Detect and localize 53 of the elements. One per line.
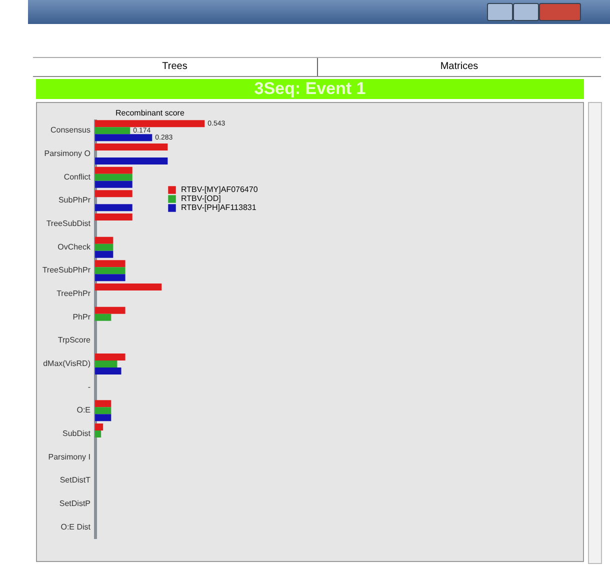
bar [95, 127, 130, 134]
bar [95, 354, 126, 360]
bar [95, 306, 126, 314]
bar [95, 314, 112, 321]
y-tick-label: O:E Dist [60, 522, 92, 532]
y-tick-label: SubDist [62, 429, 92, 438]
y-tick-label: dMax(VisRD) [43, 359, 91, 368]
y-tick-label: TreePhPr [56, 289, 91, 298]
bar [95, 204, 132, 212]
y-tick-label: Parsimony I [48, 452, 90, 462]
legend-label: RTBV-[MY]AF076470 [181, 185, 258, 194]
bar [95, 250, 114, 258]
legend-label: RTBV-[OD] [181, 194, 221, 203]
bar [95, 158, 168, 164]
text: Trees [161, 60, 188, 74]
bar [95, 424, 104, 430]
bar [95, 134, 152, 142]
bar [95, 166, 132, 174]
y-tick-label: TreeSubPhPr [42, 266, 91, 275]
y-tick-label: Consensus [50, 126, 90, 135]
y-tick-label: OvCheck [58, 242, 92, 252]
bar [95, 236, 114, 244]
y-tick-label: SetDistP [59, 499, 90, 508]
y-tick-label: PhPr [72, 312, 91, 322]
text: 3Seq: Event 1 [36, 79, 584, 99]
bar [95, 414, 112, 422]
bar [95, 284, 162, 290]
y-tick-label: TreeSubDist [46, 219, 92, 228]
bar [95, 174, 132, 181]
y-tick-label: Parsimony O [44, 149, 90, 158]
bar [95, 260, 126, 268]
y-tick-label: SubPhPr [58, 196, 91, 205]
text: Matrices [316, 58, 601, 76]
y-tick-label: SetDistT [60, 476, 91, 485]
bar [95, 267, 126, 274]
bar [95, 274, 126, 282]
legend-label: RTBV-[PH]AF113831 [181, 203, 257, 212]
y-tick-label: O:E [76, 406, 90, 415]
bar [95, 407, 112, 414]
bar [95, 400, 112, 408]
bar [95, 144, 168, 150]
y-tick-label: - [88, 382, 91, 392]
bar [95, 190, 132, 198]
bar [95, 360, 118, 368]
bar [95, 244, 114, 251]
bar [95, 430, 102, 438]
bar [95, 120, 205, 128]
bar [95, 368, 122, 374]
x-axis-title: Recombinant score [116, 108, 185, 118]
bar [95, 214, 132, 220]
y-tick-label: TrpScore [58, 336, 92, 345]
bar [95, 180, 132, 188]
y-tick-label: Conflict [64, 172, 92, 182]
